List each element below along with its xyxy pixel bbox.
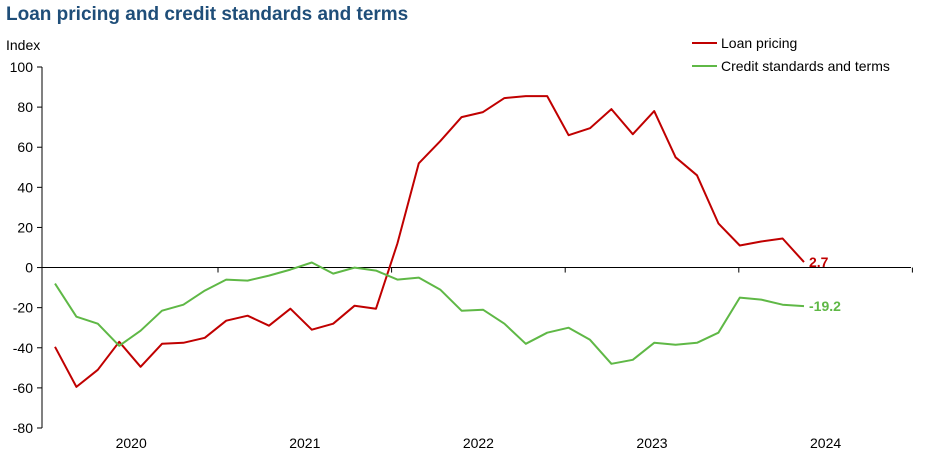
y-tick-label: 100 [10,59,34,75]
x-tick-label: 2020 [116,435,147,451]
legend-label-loan-pricing: Loan pricing [721,35,797,51]
y-tick-label: -40 [13,340,33,356]
series-line-credit-standards [54,261,805,365]
x-tick-label: 2021 [289,435,320,451]
end-value-label: 2.7 [809,254,829,270]
chart-title: Loan pricing and credit standards and te… [6,4,409,25]
x-tick-label: 2023 [636,435,667,451]
y-tick-label: 20 [17,219,33,235]
end-value-label: -19.2 [809,298,841,314]
y-axis-label: Index [6,37,40,53]
x-tick-label: 2022 [463,435,494,451]
y-tick-label: -60 [13,380,33,396]
y-tick-label: -20 [13,300,33,316]
y-tick-label: -80 [13,420,33,436]
legend: Loan pricing Credit standards and terms [692,35,890,74]
series-line-loan-pricing [54,95,805,388]
x-tick-label: 2024 [810,435,841,451]
y-tick-label: 80 [17,99,33,115]
y-tick-label: 40 [17,179,33,195]
y-tick-label: 0 [25,260,33,276]
legend-label-credit-standards: Credit standards and terms [721,58,890,74]
y-tick-label: 60 [17,139,33,155]
